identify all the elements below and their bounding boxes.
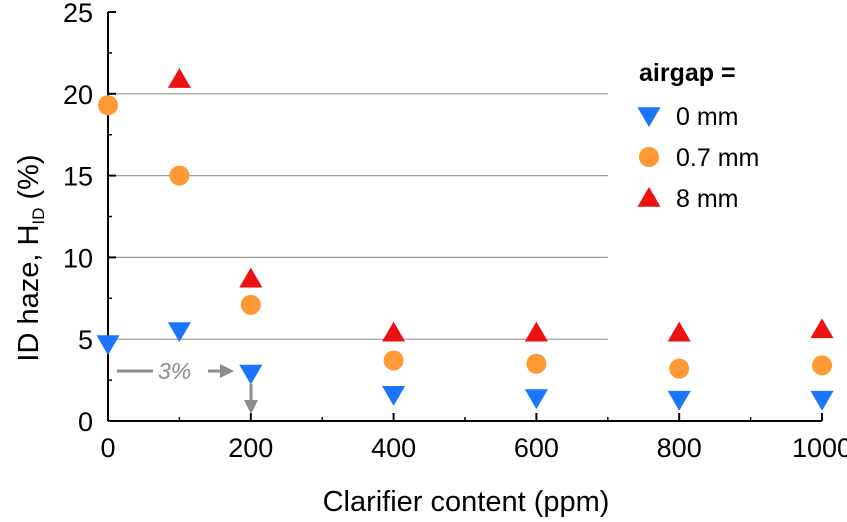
y-axis-title: ID haze, HID (%) bbox=[13, 154, 48, 361]
annotation-arrow-right bbox=[220, 364, 234, 378]
legend-label-1: 0.7 mm bbox=[676, 144, 759, 172]
data-point bbox=[667, 390, 691, 411]
data-point bbox=[524, 389, 548, 410]
data-point bbox=[669, 358, 690, 379]
y-tick-labels: 0 5 10 15 20 25 bbox=[63, 0, 93, 437]
data-point bbox=[810, 318, 834, 339]
data-point bbox=[240, 294, 261, 315]
series-8-mm bbox=[167, 68, 834, 342]
data-point bbox=[239, 364, 263, 385]
x-tick-label-1000: 1000 bbox=[792, 433, 847, 463]
y-tick-label-10: 10 bbox=[63, 243, 93, 273]
data-point bbox=[239, 267, 263, 288]
legend-marker-1 bbox=[639, 147, 659, 167]
x-tick-label-0: 0 bbox=[100, 433, 115, 463]
x-tick-label-200: 200 bbox=[228, 433, 273, 463]
legend-marker-0 bbox=[637, 107, 661, 127]
legend-title: airgap = bbox=[639, 59, 736, 87]
x-axis-title: Clarifier content (ppm) bbox=[323, 486, 610, 518]
data-point bbox=[96, 335, 120, 356]
y-tick-label-5: 5 bbox=[78, 325, 93, 355]
y-axis-title-unit: (%) bbox=[13, 154, 45, 207]
annotation-3-percent: 3% bbox=[117, 358, 258, 414]
x-tick-label-400: 400 bbox=[371, 433, 416, 463]
x-tick-label-600: 600 bbox=[514, 433, 559, 463]
data-point bbox=[382, 386, 406, 406]
data-point bbox=[524, 321, 548, 342]
data-point bbox=[810, 390, 834, 411]
legend-label-2: 8 mm bbox=[676, 185, 739, 213]
tick-marks bbox=[107, 11, 823, 422]
legend-marker-2 bbox=[637, 187, 661, 207]
series-0-7-mm bbox=[98, 95, 832, 379]
series-0-mm bbox=[96, 322, 834, 411]
legend: airgap = 0 mm 0.7 mm 8 mm bbox=[637, 59, 759, 213]
legend-label-0: 0 mm bbox=[676, 103, 739, 131]
x-tick-labels: 0 200 400 600 800 1000 bbox=[100, 433, 847, 463]
data-point bbox=[667, 321, 691, 342]
data-point bbox=[383, 350, 404, 371]
data-point bbox=[526, 353, 547, 374]
y-axis-title-subscript: ID bbox=[29, 208, 48, 225]
data-point bbox=[167, 322, 191, 343]
y-axis-title-main: ID haze, H bbox=[13, 225, 45, 362]
y-tick-label-20: 20 bbox=[63, 80, 93, 110]
data-point bbox=[167, 68, 191, 88]
annotation-text: 3% bbox=[158, 358, 191, 384]
y-tick-label-25: 25 bbox=[63, 0, 93, 28]
y-tick-label-0: 0 bbox=[78, 407, 93, 437]
grid-lines bbox=[108, 93, 608, 340]
data-points bbox=[96, 68, 834, 411]
data-point bbox=[169, 165, 190, 186]
x-tick-label-800: 800 bbox=[657, 433, 702, 463]
data-point bbox=[98, 95, 118, 116]
annotation-arrow-down bbox=[244, 400, 258, 414]
data-point bbox=[382, 321, 406, 342]
data-point bbox=[812, 355, 832, 376]
y-tick-label-15: 15 bbox=[63, 162, 93, 192]
